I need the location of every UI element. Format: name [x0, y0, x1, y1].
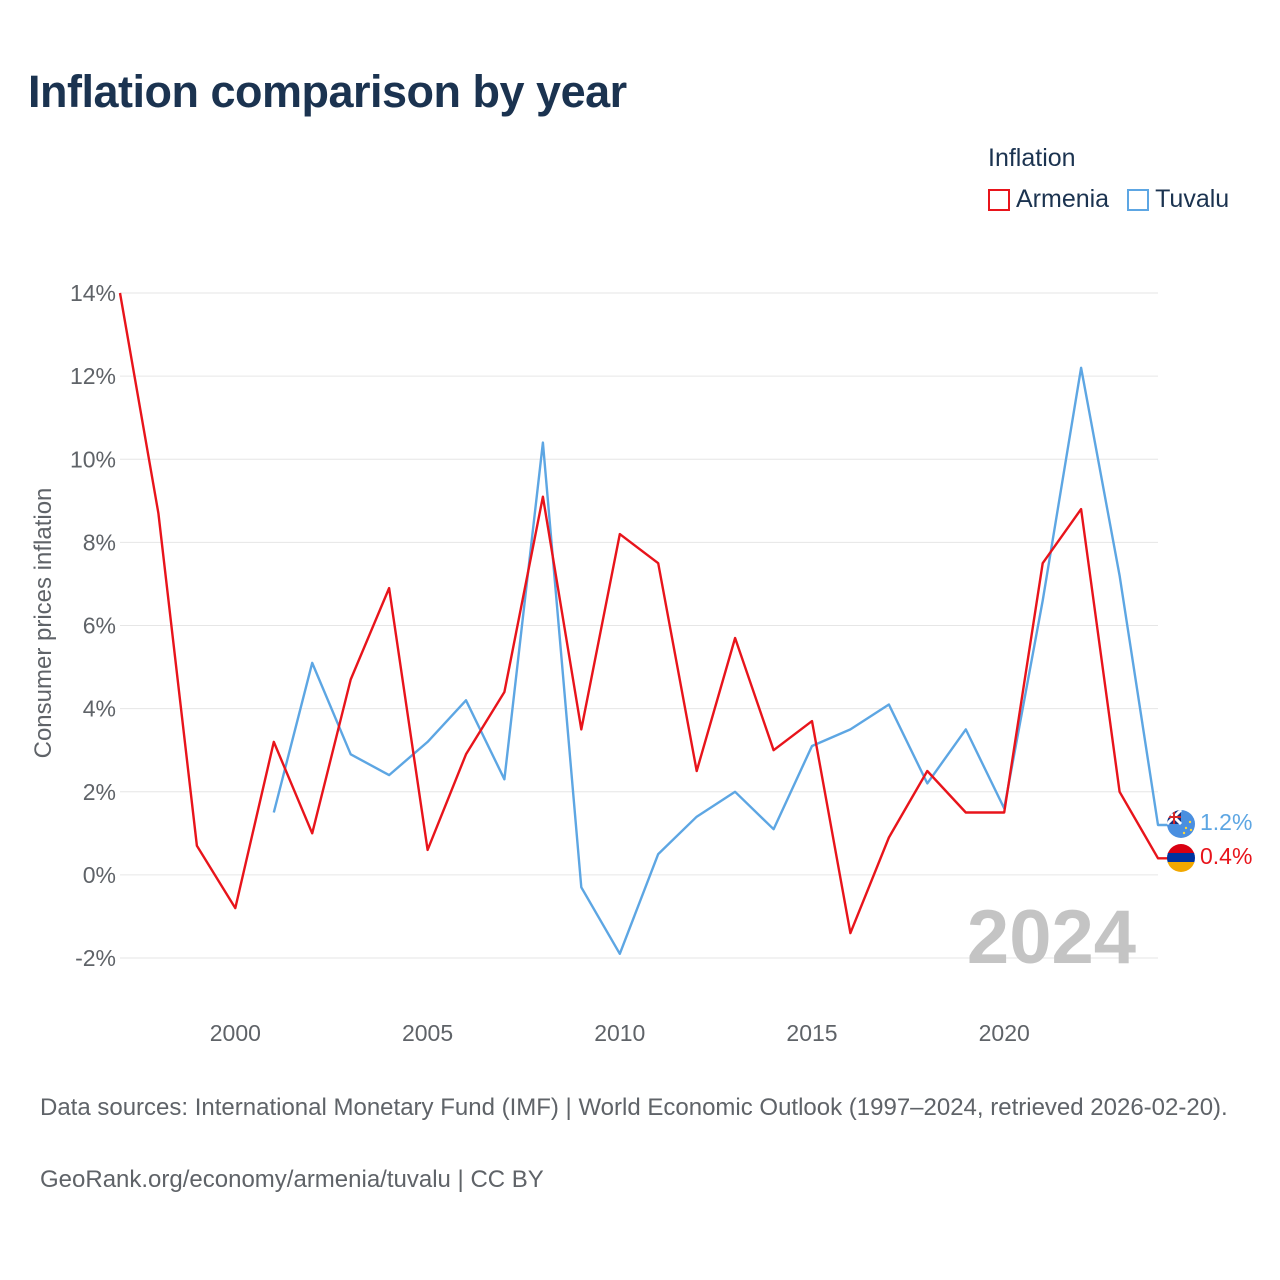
armenia-end-value: 0.4%: [1200, 843, 1252, 869]
y-tick-label: 12%: [70, 363, 116, 389]
credit-link[interactable]: GeoRank.org/economy/armenia/tuvalu | CC …: [40, 1166, 544, 1193]
grid: [120, 292, 1158, 959]
series-line-armenia: [118, 292, 1168, 935]
legend-label-armenia: Armenia: [1016, 185, 1110, 213]
legend-title: Inflation: [988, 144, 1076, 172]
tuvalu-end-value: 1.2%: [1200, 809, 1252, 835]
y-tick-label: 2%: [83, 779, 116, 805]
y-axis-label: Consumer prices inflation: [30, 488, 57, 759]
y-tick-label: -2%: [75, 945, 116, 971]
armenia-flag-icon: [1167, 844, 1195, 872]
x-tick-label: 2015: [786, 1020, 837, 1046]
series-line-tuvalu: [272, 366, 1168, 955]
x-tick-label: 2010: [594, 1020, 645, 1046]
y-tick-label: 10%: [70, 446, 116, 472]
x-tick-label: 2005: [402, 1020, 453, 1046]
tuvalu-flag-icon: [1167, 810, 1195, 838]
y-tick-label: 8%: [83, 529, 116, 555]
x-axis-ticks: 2000 2005 2010 2015 2020: [210, 1020, 1030, 1046]
legend-label-tuvalu: Tuvalu: [1155, 185, 1230, 213]
y-tick-label: 0%: [83, 862, 116, 888]
y-tick-label: 6%: [83, 613, 116, 639]
y-tick-label: 14%: [70, 280, 116, 306]
legend-swatch-tuvalu: [1127, 188, 1150, 211]
legend: Armenia Tuvalu: [988, 185, 1247, 214]
legend-item-tuvalu[interactable]: Tuvalu: [1127, 185, 1229, 214]
y-tick-label: 4%: [83, 696, 116, 722]
y-axis-ticks: -2% 0% 2% 4% 6% 8% 10% 12% 14%: [70, 280, 116, 971]
legend-item-armenia[interactable]: Armenia: [988, 185, 1109, 214]
x-tick-label: 2020: [979, 1020, 1030, 1046]
series-lines: [118, 292, 1168, 955]
legend-swatch-armenia: [988, 188, 1010, 211]
data-source-note: Data sources: International Monetary Fun…: [40, 1094, 1228, 1121]
year-watermark: 2024: [967, 895, 1136, 980]
chart-title: Inflation comparison by year: [28, 66, 627, 117]
x-tick-label: 2000: [210, 1020, 261, 1046]
